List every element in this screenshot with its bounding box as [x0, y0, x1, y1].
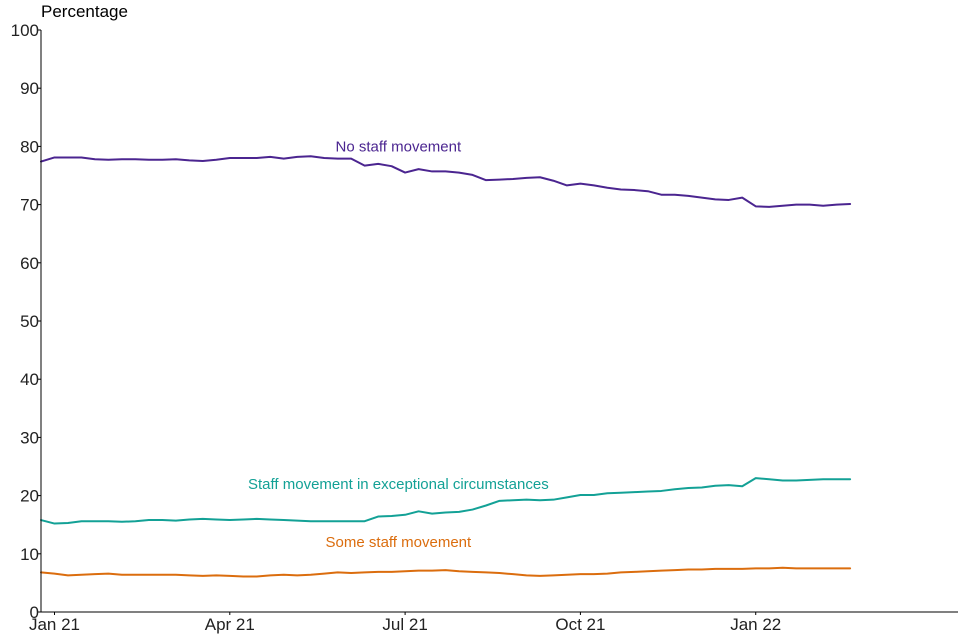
y-tick-label: 0 — [30, 603, 39, 622]
y-tick-label: 30 — [20, 428, 39, 447]
y-tick-label: 100 — [11, 21, 39, 40]
series-label-group: No staff movement Staff movement in excep… — [248, 138, 549, 551]
x-tick-label: Jan 21 — [29, 615, 80, 634]
y-tick-group: 0 10 20 30 40 50 60 70 80 90 100 — [11, 21, 41, 622]
series-label-2: Some staff movement — [326, 534, 472, 551]
series-label-1: Staff movement in exceptional circumstan… — [248, 476, 549, 493]
y-tick-label: 60 — [20, 254, 39, 273]
x-tick-label: Oct 21 — [555, 615, 605, 634]
x-tick-label: Jan 22 — [730, 615, 781, 634]
y-axis-title: Percentage — [41, 2, 128, 21]
y-tick-label: 90 — [20, 79, 39, 98]
y-tick-label: 70 — [20, 196, 39, 215]
y-tick-label: 50 — [20, 312, 39, 331]
x-tick-group: Jan 21 Apr 21 Jul 21 Oct 21 Jan 22 — [29, 612, 781, 634]
x-tick-label: Apr 21 — [205, 615, 255, 634]
y-tick-label: 10 — [20, 545, 39, 564]
y-tick-label: 40 — [20, 370, 39, 389]
series-label-0: No staff movement — [336, 138, 462, 155]
y-tick-label: 80 — [20, 137, 39, 156]
y-tick-label: 20 — [20, 487, 39, 506]
series-line-2 — [40, 566, 852, 578]
x-tick-label: Jul 21 — [382, 615, 427, 634]
series-group — [40, 155, 852, 578]
series-line-1 — [40, 477, 852, 525]
series-line-0 — [40, 155, 852, 208]
